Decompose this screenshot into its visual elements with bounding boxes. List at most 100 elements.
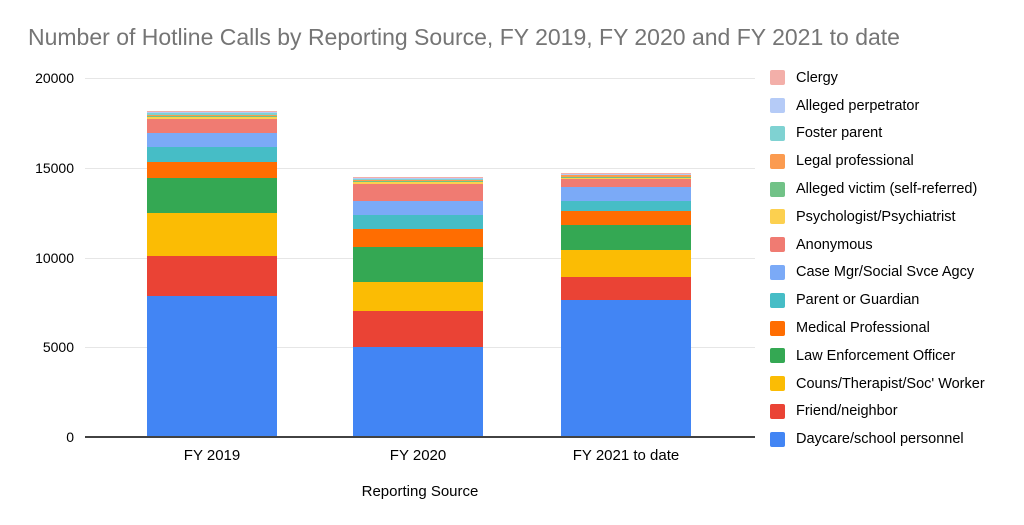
bar-segment-daycare-school-personnel[interactable] <box>353 347 483 436</box>
bar-segment-legal-professional[interactable] <box>353 180 483 182</box>
bar-segment-anonymous[interactable] <box>353 184 483 202</box>
legend-label: Friend/neighbor <box>796 403 898 420</box>
bar-segment-psychologist-psychiatrist[interactable] <box>561 177 691 180</box>
bar-segment-friend-neighbor[interactable] <box>147 255 277 296</box>
legend-swatch-icon <box>770 403 785 419</box>
bar-segment-alleged-victim-self-referred-[interactable] <box>561 177 691 178</box>
legend-swatch-icon <box>770 237 785 253</box>
bar-segment-medical-professional[interactable] <box>561 210 691 226</box>
legend-swatch-icon <box>770 264 785 280</box>
legend-label: Anonymous <box>796 236 873 253</box>
bar-segment-anonymous[interactable] <box>147 119 277 133</box>
bar-segment-psychologist-psychiatrist[interactable] <box>147 116 277 120</box>
bar-segment-couns-therapist-soc-worker[interactable] <box>353 281 483 312</box>
x-axis-title: Reporting Source <box>361 483 479 500</box>
bar-segment-case-mgr-social-svce-agcy[interactable] <box>147 132 277 148</box>
plot-area <box>85 78 755 438</box>
bar-segment-daycare-school-personnel[interactable] <box>147 296 277 436</box>
legend-label: Legal professional <box>796 153 914 170</box>
legend-item-clergy[interactable]: Clergy <box>770 64 1020 92</box>
legend-swatch-icon <box>770 348 785 364</box>
legend-item-parent-or-guardian[interactable]: Parent or Guardian <box>770 286 1020 314</box>
bar-segment-legal-professional[interactable] <box>147 115 277 116</box>
legend-item-medical-professional[interactable]: Medical Professional <box>770 314 1020 342</box>
legend-item-friend-neighbor[interactable]: Friend/neighbor <box>770 398 1020 426</box>
y-axis-tick-label: 15000 <box>35 159 74 176</box>
legend-item-psychologist-psychiatrist[interactable]: Psychologist/Psychiatrist <box>770 203 1020 231</box>
bar-segment-clergy[interactable] <box>147 111 277 113</box>
legend-label: Couns/Therapist/Soc' Worker <box>796 375 985 392</box>
bar-segment-law-enforcement-officer[interactable] <box>353 246 483 282</box>
bar-segment-case-mgr-social-svce-agcy[interactable] <box>561 186 691 201</box>
legend-label: Alleged victim (self-referred) <box>796 181 978 198</box>
y-axis-tick-label: 5000 <box>42 339 74 356</box>
bar-segment-medical-professional[interactable] <box>353 228 483 247</box>
gridline-20000 <box>85 78 755 79</box>
bar-segment-foster-parent[interactable] <box>147 113 277 116</box>
gridline-15000 <box>85 167 755 169</box>
legend-swatch-icon <box>770 292 785 308</box>
bar-fy-2021-to-date <box>561 173 691 436</box>
bar-fy-2019 <box>147 111 277 436</box>
legend-label: Law Enforcement Officer <box>796 347 956 364</box>
bar-segment-parent-or-guardian[interactable] <box>561 200 691 211</box>
legend-swatch-icon <box>770 98 785 114</box>
bar-segment-foster-parent[interactable] <box>353 178 483 181</box>
bar-segment-alleged-victim-self-referred-[interactable] <box>353 181 483 183</box>
legend-item-couns-therapist-soc-worker[interactable]: Couns/Therapist/Soc' Worker <box>770 370 1020 398</box>
legend-item-daycare-school-personnel[interactable]: Daycare/school personnel <box>770 425 1020 453</box>
bar-segment-alleged-perpetrator[interactable] <box>561 174 691 175</box>
x-axis-label-fy-2021-to-date: FY 2021 to date <box>572 447 680 464</box>
bar-segment-alleged-victim-self-referred-[interactable] <box>147 115 277 117</box>
legend-item-anonymous[interactable]: Anonymous <box>770 231 1020 259</box>
legend-swatch-icon <box>770 70 785 86</box>
legend-swatch-icon <box>770 376 785 392</box>
bar-segment-alleged-perpetrator[interactable] <box>353 177 483 179</box>
chart-title: Number of Hotline Calls by Reporting Sou… <box>28 24 900 50</box>
bar-segment-friend-neighbor[interactable] <box>561 277 691 300</box>
legend: Clergy Alleged perpetrator Foster parent Le… <box>770 64 1020 453</box>
bar-segment-clergy[interactable] <box>561 173 691 175</box>
bar-segment-case-mgr-social-svce-agcy[interactable] <box>353 201 483 215</box>
bar-segment-foster-parent[interactable] <box>561 174 691 176</box>
y-axis-tick-label: 20000 <box>35 70 74 86</box>
legend-label: Psychologist/Psychiatrist <box>796 208 956 225</box>
legend-item-law-enforcement-officer[interactable]: Law Enforcement Officer <box>770 342 1020 370</box>
bar-segment-alleged-perpetrator[interactable] <box>147 112 277 114</box>
legend-label: Foster parent <box>796 125 883 142</box>
legend-item-case-mgr-social-svce-agcy[interactable]: Case Mgr/Social Svce Agcy <box>770 259 1020 287</box>
legend-label: Clergy <box>796 69 838 86</box>
legend-item-foster-parent[interactable]: Foster parent <box>770 120 1020 148</box>
bar-segment-parent-or-guardian[interactable] <box>147 147 277 163</box>
legend-label: Case Mgr/Social Svce Agcy <box>796 264 975 281</box>
legend-swatch-icon <box>770 209 785 225</box>
bar-segment-legal-professional[interactable] <box>561 175 691 178</box>
bar-segment-friend-neighbor[interactable] <box>353 311 483 348</box>
bar-segment-couns-therapist-soc-worker[interactable] <box>561 250 691 278</box>
legend-swatch-icon <box>770 320 785 336</box>
bar-segment-parent-or-guardian[interactable] <box>353 214 483 229</box>
bar-segment-clergy[interactable] <box>353 177 483 178</box>
bar-segment-daycare-school-personnel[interactable] <box>561 299 691 436</box>
y-axis-tick-label: 10000 <box>35 249 74 266</box>
legend-label: Medical Professional <box>796 320 930 337</box>
legend-swatch-icon <box>770 153 785 169</box>
bar-segment-anonymous[interactable] <box>561 179 691 187</box>
legend-label: Alleged perpetrator <box>796 97 920 114</box>
bar-segment-law-enforcement-officer[interactable] <box>147 178 277 214</box>
legend-label: Parent or Guardian <box>796 292 920 309</box>
legend-item-alleged-victim-self-referred-[interactable]: Alleged victim (self-referred) <box>770 175 1020 203</box>
y-axis-tick-label: 0 <box>66 429 74 445</box>
legend-item-legal-professional[interactable]: Legal professional <box>770 147 1020 175</box>
legend-swatch-icon <box>770 125 785 141</box>
bar-segment-psychologist-psychiatrist[interactable] <box>353 182 483 185</box>
bar-segment-couns-therapist-soc-worker[interactable] <box>147 213 277 256</box>
legend-swatch-icon <box>770 431 785 447</box>
x-axis-line <box>85 436 755 438</box>
legend-item-alleged-perpetrator[interactable]: Alleged perpetrator <box>770 92 1020 120</box>
x-axis-label-fy-2020: FY 2020 <box>389 447 447 464</box>
legend-label: Daycare/school personnel <box>796 431 964 448</box>
bar-segment-medical-professional[interactable] <box>147 162 277 179</box>
bar-segment-law-enforcement-officer[interactable] <box>561 225 691 251</box>
